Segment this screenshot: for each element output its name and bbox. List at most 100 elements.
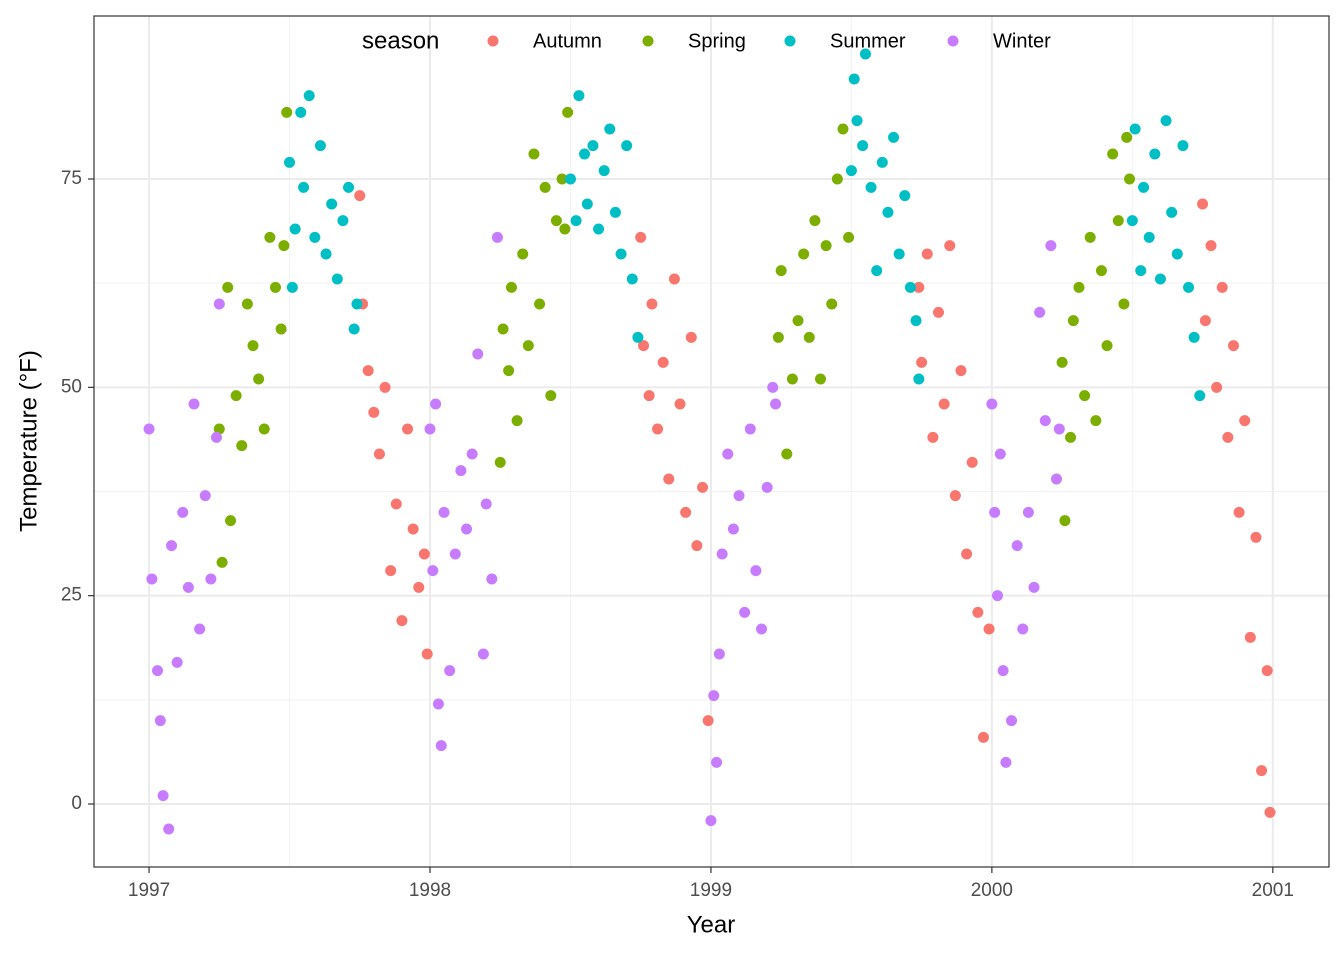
point (517, 248, 529, 260)
point (1160, 115, 1172, 127)
point (882, 206, 894, 218)
point (851, 115, 863, 127)
point (303, 90, 315, 102)
point (893, 248, 905, 260)
point (163, 823, 175, 835)
point (1126, 215, 1138, 227)
point (494, 456, 506, 468)
point (455, 465, 467, 477)
point (876, 156, 888, 168)
point (407, 523, 419, 535)
point (845, 165, 857, 177)
point (461, 523, 473, 535)
point (435, 740, 447, 752)
point (497, 323, 509, 335)
point (573, 90, 585, 102)
point (205, 573, 217, 585)
point (1017, 623, 1029, 635)
point (390, 498, 402, 510)
point (1199, 315, 1211, 327)
point (522, 340, 534, 352)
point (222, 281, 234, 293)
point (972, 606, 984, 618)
legend-key (784, 35, 796, 47)
point (1034, 306, 1046, 318)
x-tick-label: 1999 (690, 880, 732, 901)
point (1056, 356, 1068, 368)
point (472, 348, 484, 360)
point (756, 623, 768, 635)
point (295, 106, 307, 118)
point (803, 331, 815, 343)
point (1149, 148, 1161, 160)
point (491, 231, 503, 243)
point (550, 215, 562, 227)
point (1107, 148, 1119, 160)
point (146, 573, 158, 585)
x-tick-label: 1998 (409, 880, 451, 901)
point (188, 398, 200, 410)
point (213, 423, 225, 435)
legend-key (947, 35, 959, 47)
point (1138, 181, 1150, 193)
legend-label: Spring (688, 30, 746, 52)
point (772, 331, 784, 343)
point (871, 265, 883, 277)
point (1197, 198, 1209, 210)
point (1239, 415, 1251, 427)
point (1227, 340, 1239, 352)
point (913, 281, 925, 293)
point (534, 298, 546, 310)
point (225, 515, 237, 527)
point (986, 398, 998, 410)
point (1256, 765, 1268, 777)
point (1095, 265, 1107, 277)
y-axis-title: Temperature (°F) (15, 350, 42, 532)
point (1028, 581, 1040, 593)
point (503, 365, 515, 377)
point (646, 298, 658, 310)
point (373, 448, 385, 460)
point (927, 431, 939, 443)
point (1177, 140, 1189, 152)
point (210, 431, 222, 443)
point (528, 148, 540, 160)
y-tick-label: 25 (61, 585, 82, 606)
point (413, 581, 425, 593)
point (775, 265, 787, 277)
point (194, 623, 206, 635)
point (343, 181, 355, 193)
point (1118, 298, 1130, 310)
point (171, 656, 183, 668)
point (1022, 506, 1034, 518)
point (1264, 806, 1276, 818)
point (216, 556, 228, 568)
point (1154, 273, 1166, 285)
point (977, 731, 989, 743)
point (438, 506, 450, 518)
point (1011, 540, 1023, 552)
point (744, 423, 756, 435)
x-axis-title: Year (687, 911, 736, 938)
x-tick-label: 2001 (1252, 880, 1294, 901)
point (337, 215, 349, 227)
point (955, 365, 967, 377)
point (1067, 315, 1079, 327)
point (1101, 340, 1113, 352)
point (424, 423, 436, 435)
point (1124, 173, 1136, 185)
point (691, 540, 703, 552)
point (657, 356, 669, 368)
point (1211, 381, 1223, 393)
point (621, 140, 633, 152)
legend-label: Autumn (533, 30, 602, 52)
point (711, 756, 723, 768)
point (1171, 248, 1183, 260)
point (916, 356, 928, 368)
point (275, 323, 287, 335)
point (685, 331, 697, 343)
point (615, 248, 627, 260)
point (466, 448, 478, 460)
point (1222, 431, 1234, 443)
